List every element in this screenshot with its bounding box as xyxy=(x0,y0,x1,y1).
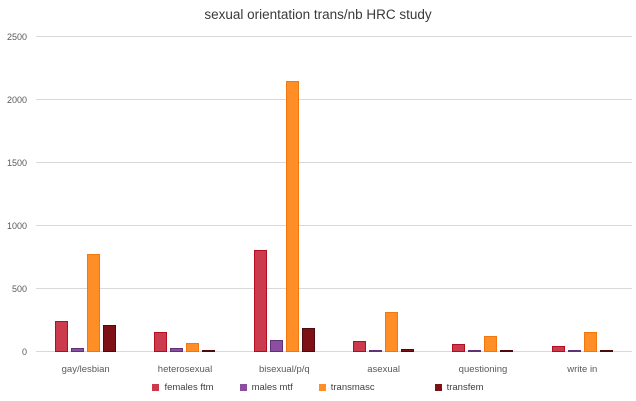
y-axis-tick-label: 500 xyxy=(11,284,27,294)
legend-swatch-icon xyxy=(152,384,160,391)
bar-transfem xyxy=(401,349,415,352)
x-axis-label: questioning xyxy=(458,364,508,375)
bar-groups xyxy=(36,37,632,352)
y-axis-tick-label: 1500 xyxy=(6,158,27,168)
y-axis-tick-label: 2500 xyxy=(6,32,27,42)
legend-item-transfem: transfem xyxy=(434,382,484,393)
bar-group-gay-lesbian xyxy=(36,37,135,352)
gridline xyxy=(36,162,632,163)
bar-females-ftm xyxy=(253,249,267,352)
x-axis-label: heterosexual xyxy=(157,364,213,375)
bar-group-heterosexual xyxy=(135,37,234,352)
bar-transfem xyxy=(599,350,613,352)
legend-swatch-icon xyxy=(434,384,442,391)
gridline xyxy=(36,36,632,37)
bar-group-write-in xyxy=(533,37,632,352)
bar-transfem xyxy=(103,324,117,352)
gridline xyxy=(36,99,632,100)
x-axis-label: asexual xyxy=(367,364,401,375)
legend-label: females ftm xyxy=(164,382,214,393)
plot-area: 0 500 1000 1500 2000 2500 xyxy=(7,32,632,357)
legend-item-females-ftm: females ftm xyxy=(152,382,214,393)
gridline xyxy=(36,288,632,289)
chart-title: sexual orientation trans/nb HRC study xyxy=(204,7,432,22)
legend-item-transmasc: transmasc xyxy=(318,382,375,393)
bar-transmasc xyxy=(285,81,299,352)
legend-item-males-mtf: males mtf xyxy=(239,382,293,393)
bar-females-ftm xyxy=(551,345,565,352)
bar-males-mtf xyxy=(468,350,482,352)
bar-group-questioning xyxy=(433,37,532,352)
bar-transfem xyxy=(202,350,216,352)
legend-swatch-icon xyxy=(318,384,326,391)
bar-females-ftm xyxy=(154,332,168,352)
bar-transfem xyxy=(500,350,514,352)
y-axis-tick-label: 2000 xyxy=(6,95,27,105)
bar-transmasc xyxy=(484,335,498,352)
bar-transmasc xyxy=(385,311,399,352)
legend-swatch-icon xyxy=(239,384,247,391)
x-axis-label: gay/lesbian xyxy=(61,364,110,375)
bar-group-bisexual-p-q xyxy=(235,37,334,352)
x-axis-label: bisexual/p/q xyxy=(258,364,310,375)
bar-transmasc xyxy=(87,254,101,352)
bar-females-ftm xyxy=(353,341,367,352)
x-axis-labels: gay/lesbian heterosexual bisexual/p/q asexu… xyxy=(36,364,632,375)
bar-males-mtf xyxy=(170,348,184,352)
y-axis-tick-label: 0 xyxy=(21,347,27,357)
bar-group-asexual xyxy=(334,37,433,352)
legend-label: transmasc xyxy=(330,382,375,393)
legend: females ftm males mtf transmasc transfem xyxy=(0,382,636,393)
bar-males-mtf xyxy=(269,340,283,352)
gridline xyxy=(36,351,632,352)
bar-females-ftm xyxy=(452,343,466,352)
bar-males-mtf xyxy=(71,348,85,352)
bar-males-mtf xyxy=(369,350,383,352)
x-axis-label: write in xyxy=(567,364,598,375)
bar-transmasc xyxy=(186,343,200,352)
bar-males-mtf xyxy=(567,350,581,352)
legend-label: males mtf xyxy=(251,382,293,393)
y-axis-tick-label: 1000 xyxy=(6,221,27,231)
bar-transfem xyxy=(301,328,315,352)
gridline xyxy=(36,225,632,226)
bar-transmasc xyxy=(583,332,597,352)
bar-females-ftm xyxy=(55,320,69,352)
legend-label: transfem xyxy=(446,382,484,393)
